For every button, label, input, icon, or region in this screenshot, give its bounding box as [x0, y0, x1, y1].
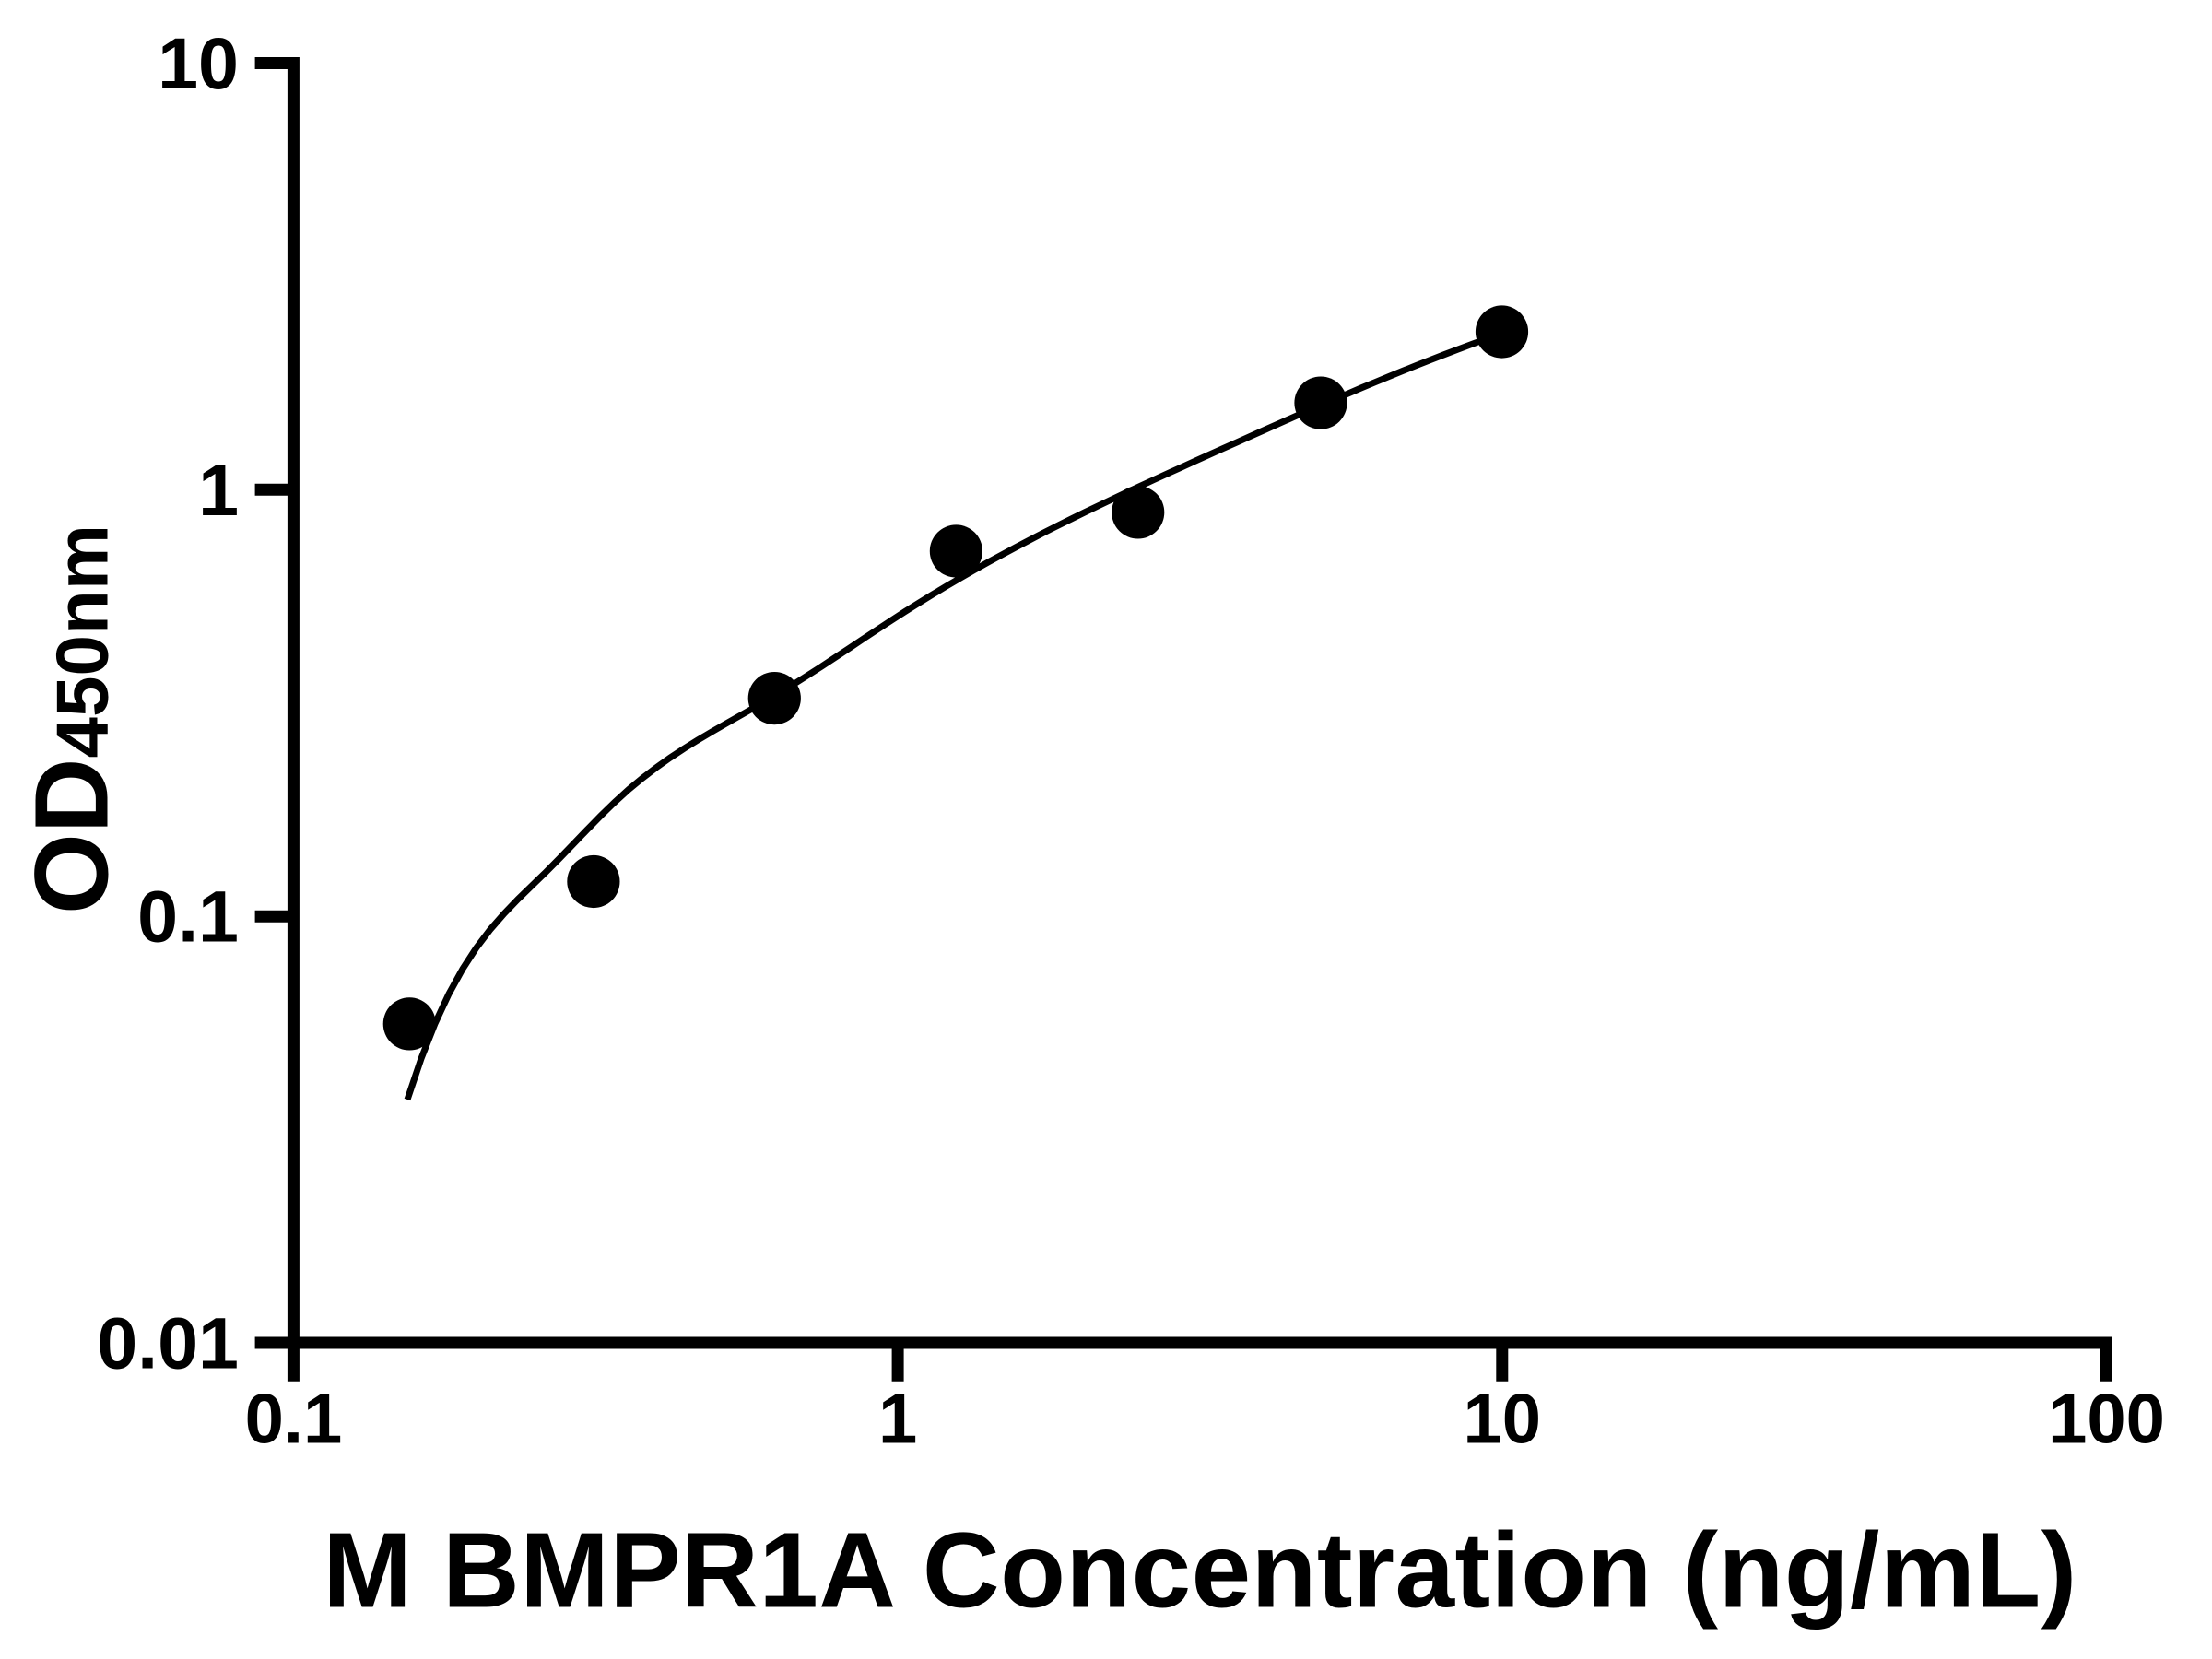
svg-text:0.1: 0.1	[245, 1381, 343, 1459]
svg-text:10: 10	[1464, 1381, 1542, 1459]
svg-text:100: 100	[2048, 1381, 2165, 1459]
svg-text:10: 10	[158, 22, 239, 104]
svg-text:1: 1	[198, 449, 239, 531]
svg-text:0.01: 0.01	[97, 1302, 239, 1384]
svg-text:1: 1	[878, 1381, 917, 1459]
svg-text:M BMPR1A Concentration (ng/mL): M BMPR1A Concentration (ng/mL)	[323, 1511, 2077, 1630]
svg-text:0.1: 0.1	[137, 876, 239, 958]
